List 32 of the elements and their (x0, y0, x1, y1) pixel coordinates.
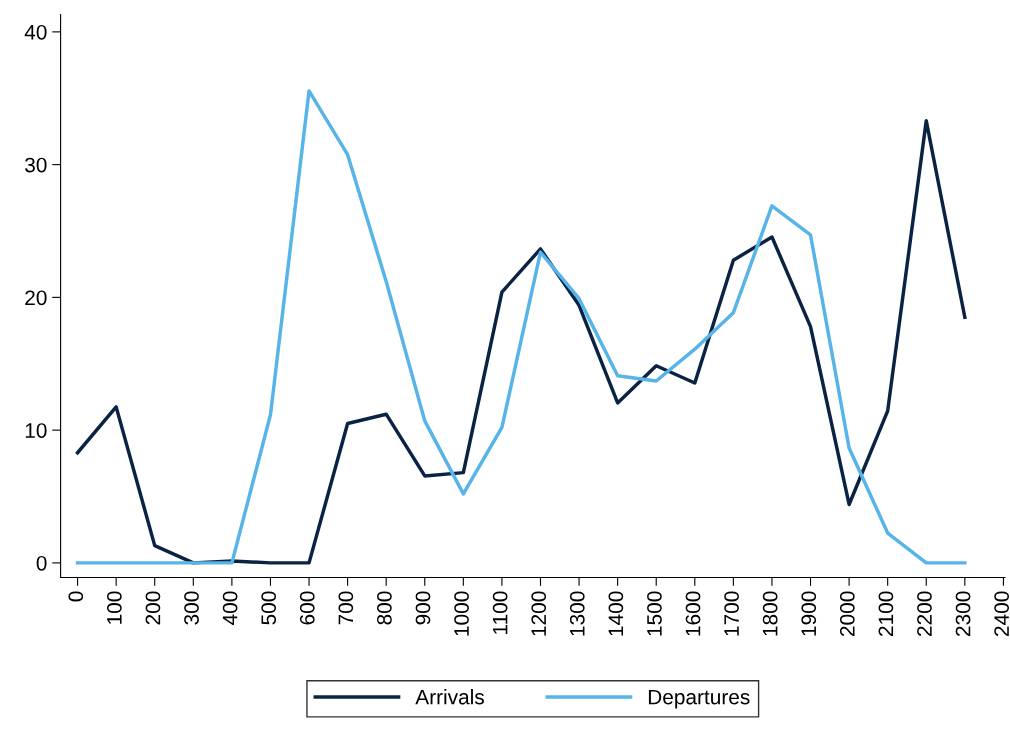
x-tick-label: 2100 (878, 591, 894, 636)
x-tick-label: 1200 (531, 591, 547, 636)
x-tick-label: 1800 (762, 591, 778, 636)
x-tick-label: 200 (145, 591, 161, 625)
x-tick-label: 1500 (647, 591, 662, 636)
legend-label: Departures (648, 689, 750, 709)
x-tick-label: 2400 (994, 591, 1009, 636)
x-tick-label: 1300 (569, 591, 585, 636)
x-tick-label: 600 (299, 591, 315, 625)
y-tick-label: 40 (24, 24, 47, 40)
x-tick-label: 1400 (608, 591, 624, 636)
x-tick-label: 1600 (685, 591, 701, 636)
x-tick-label: 800 (377, 591, 392, 625)
x-tick-label: 400 (222, 591, 238, 625)
x-tick-label: 1100 (492, 591, 508, 634)
x-tick-label: 100 (106, 591, 122, 624)
x-tick-label: 0 (68, 591, 84, 602)
x-tick-label: 1000 (454, 591, 469, 636)
x-tick-label: 300 (184, 591, 199, 625)
y-tick-label: 20 (25, 290, 47, 306)
y-tick-label: 10 (25, 423, 47, 438)
x-tick-label: 900 (415, 591, 431, 625)
x-tick-label: 2300 (955, 591, 971, 636)
y-tick-label: 0 (36, 555, 47, 571)
x-tick-label: 700 (338, 591, 354, 625)
x-tick-label: 500 (261, 591, 277, 625)
legend-label: Arrivals (415, 689, 484, 705)
y-tick-label: 30 (25, 157, 47, 173)
x-tick-label: 1900 (801, 591, 817, 636)
x-tick-label: 1700 (724, 591, 739, 636)
x-tick-label: 2200 (917, 591, 932, 636)
x-tick-label: 2000 (839, 591, 855, 636)
